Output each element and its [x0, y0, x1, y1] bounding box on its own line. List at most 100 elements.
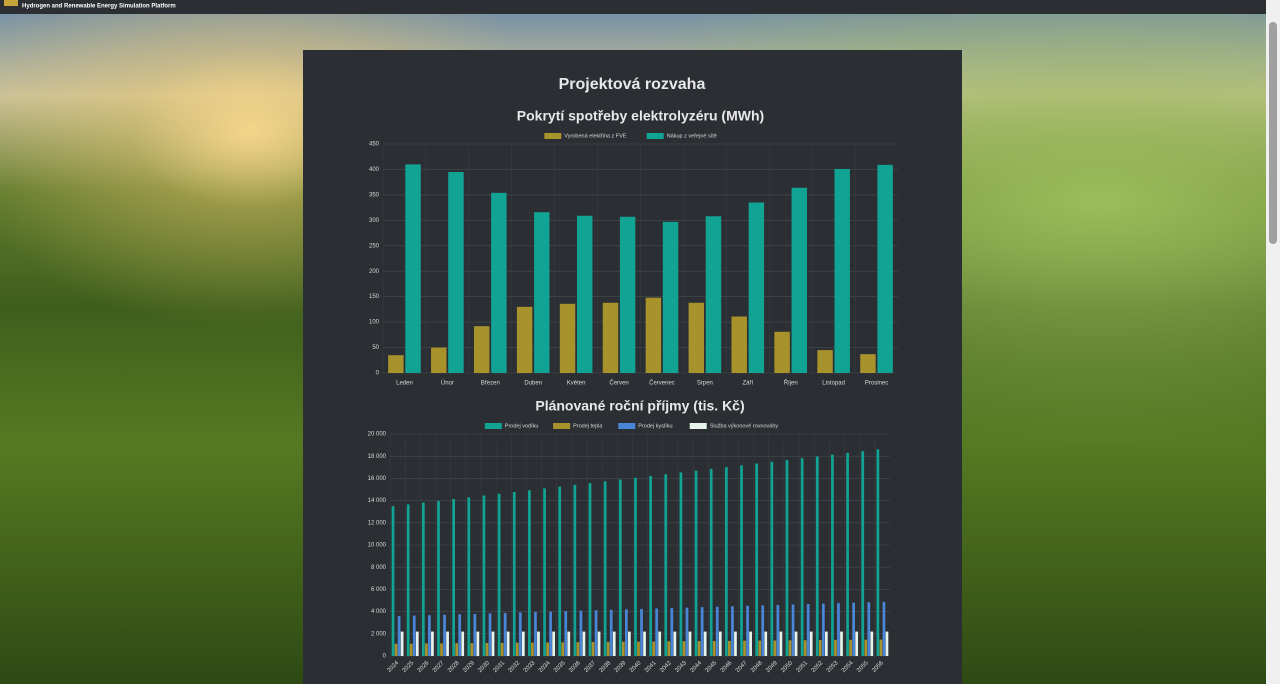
legend-swatch — [618, 423, 636, 429]
scrollbar-thumb[interactable] — [1269, 22, 1277, 244]
y-tick-label: 14 000 — [368, 498, 387, 504]
bar — [440, 643, 443, 656]
x-tick-label: 2030 — [477, 660, 491, 674]
bar — [806, 604, 810, 656]
x-tick-label: 2054 — [841, 660, 855, 674]
bar — [694, 470, 698, 656]
bar — [743, 640, 746, 656]
bar — [718, 631, 722, 656]
bar — [758, 640, 762, 656]
x-tick-label: 2032 — [508, 660, 522, 674]
bar — [803, 640, 807, 656]
x-tick-label: 2056 — [871, 660, 885, 674]
x-tick-label: 2048 — [750, 660, 764, 674]
top-bar — [0, 0, 1266, 14]
bar — [473, 326, 490, 373]
bar — [870, 631, 874, 656]
bar — [673, 631, 677, 656]
bar — [837, 603, 840, 656]
bar — [428, 615, 431, 656]
bar — [543, 488, 546, 656]
bar — [552, 631, 555, 656]
y-tick-label: 16 000 — [368, 476, 387, 482]
y-tick-label: 250 — [369, 243, 380, 249]
x-tick-label: 2051 — [796, 660, 810, 674]
chart-title: Pokrytí spotřeby elektrolyzéru (MWh) — [517, 108, 764, 124]
x-tick-label: 2039 — [614, 660, 628, 674]
bar — [559, 303, 576, 373]
x-tick-label: Prosinec — [865, 381, 888, 387]
bar — [431, 347, 447, 373]
bar — [709, 468, 713, 656]
x-tick-label: 2027 — [432, 660, 446, 674]
bar — [491, 192, 507, 373]
legend-label: Prodej vodíku — [505, 423, 539, 429]
bar — [815, 456, 819, 656]
bar — [437, 500, 440, 656]
legend-swatch — [646, 133, 664, 139]
x-tick-label: 2031 — [492, 660, 506, 674]
x-tick-label: 2053 — [826, 660, 840, 674]
bar — [558, 486, 562, 656]
bar — [602, 302, 619, 373]
bar — [652, 641, 655, 656]
bar — [748, 202, 765, 373]
y-tick-label: 12 000 — [368, 520, 387, 526]
bar — [715, 606, 719, 656]
bar — [534, 612, 537, 656]
legend-label: Vyrobená elektřina z FVE — [564, 133, 626, 139]
x-tick-label: 2028 — [447, 660, 461, 674]
bar — [688, 631, 692, 656]
bar — [834, 639, 837, 656]
bar — [516, 306, 533, 373]
bar — [603, 481, 607, 656]
bar — [876, 449, 880, 656]
x-tick-label: 2050 — [780, 660, 794, 674]
y-tick-label: 0 — [383, 654, 387, 660]
bar — [625, 609, 628, 656]
x-tick-label: 2042 — [659, 660, 673, 674]
bar — [682, 641, 686, 656]
x-tick-label: 2055 — [856, 660, 870, 674]
bar — [855, 631, 859, 656]
y-tick-label: 150 — [369, 294, 380, 300]
bar — [849, 639, 852, 656]
bar — [448, 171, 464, 373]
bar — [621, 641, 625, 656]
bar — [500, 642, 504, 656]
y-tick-label: 20 000 — [368, 432, 387, 438]
bar — [688, 302, 705, 373]
bar — [670, 608, 674, 656]
bar — [861, 451, 865, 656]
bar — [773, 640, 777, 656]
bar — [394, 643, 398, 656]
bar — [628, 631, 631, 656]
x-tick-label: 2029 — [462, 660, 476, 674]
x-tick-label: Srpen — [697, 381, 713, 387]
bar — [879, 639, 883, 656]
bar — [860, 354, 876, 373]
bar — [400, 631, 404, 656]
bar — [637, 641, 640, 656]
x-tick-label: 2049 — [765, 660, 779, 674]
x-tick-label: 2033 — [523, 660, 537, 674]
logo[interactable] — [4, 0, 18, 6]
bar — [697, 641, 701, 656]
bar — [788, 640, 792, 656]
bar — [594, 610, 598, 656]
legend-swatch — [689, 423, 707, 429]
x-tick-label: 2034 — [538, 660, 552, 674]
x-tick-label: Červen — [609, 380, 628, 387]
bar — [391, 506, 395, 656]
bar — [658, 631, 662, 656]
bar — [834, 168, 850, 373]
bar — [485, 643, 489, 656]
bar — [755, 463, 759, 656]
x-tick-label: Duben — [524, 381, 542, 387]
legend-swatch — [544, 133, 562, 139]
legend-label: Služba výkonové rovnováhy — [710, 423, 779, 429]
bar — [531, 642, 534, 656]
legend-swatch — [484, 423, 502, 429]
x-tick-label: 2025 — [402, 660, 416, 674]
bar — [740, 465, 743, 656]
